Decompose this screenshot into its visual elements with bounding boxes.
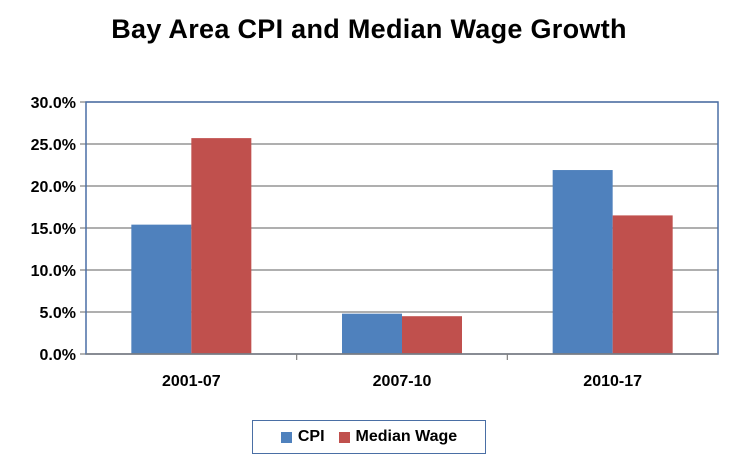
y-tick-label: 15.0%	[31, 221, 76, 238]
legend-label-cpi: CPI	[297, 428, 325, 445]
x-tick-label: 2007-10	[373, 373, 432, 390]
bar-cpi-2007-10	[342, 313, 402, 354]
y-tick-label: 25.0%	[31, 137, 76, 154]
bar-cpi-2001-07	[131, 224, 192, 354]
y-tick-label: 30.0%	[31, 95, 76, 112]
legend-swatch-median-wage	[338, 431, 350, 443]
bar-median-wage-2010-17	[612, 215, 673, 354]
y-tick-label: 10.0%	[31, 263, 76, 280]
bar-median-wage-2001-07	[191, 138, 252, 354]
bars	[131, 138, 673, 354]
y-tick-label: 0.0%	[40, 347, 76, 364]
y-tick-label: 5.0%	[40, 305, 76, 322]
bar-median-wage-2007-10	[402, 316, 462, 354]
legend-swatch-cpi	[280, 431, 292, 443]
x-tick-label: 2001-07	[162, 373, 221, 390]
tick-labels: 0.0% 5.0% 10.0% 15.0% 20.0% 25.0% 30.0% 2001-07…	[31, 95, 643, 390]
axes	[80, 101, 719, 360]
legend-item-median-wage: Median Wage	[338, 428, 458, 446]
legend-label-median-wage: Median Wage	[355, 428, 458, 445]
bar-cpi-2010-17	[552, 170, 613, 354]
legend-item-cpi: CPI	[280, 428, 325, 446]
y-tick-label: 20.0%	[31, 179, 76, 196]
x-tick-label: 2010-17	[583, 373, 642, 390]
chart-title: Bay Area CPI and Median Wage Growth	[111, 14, 627, 44]
legend: CPI Median Wage	[252, 420, 486, 454]
